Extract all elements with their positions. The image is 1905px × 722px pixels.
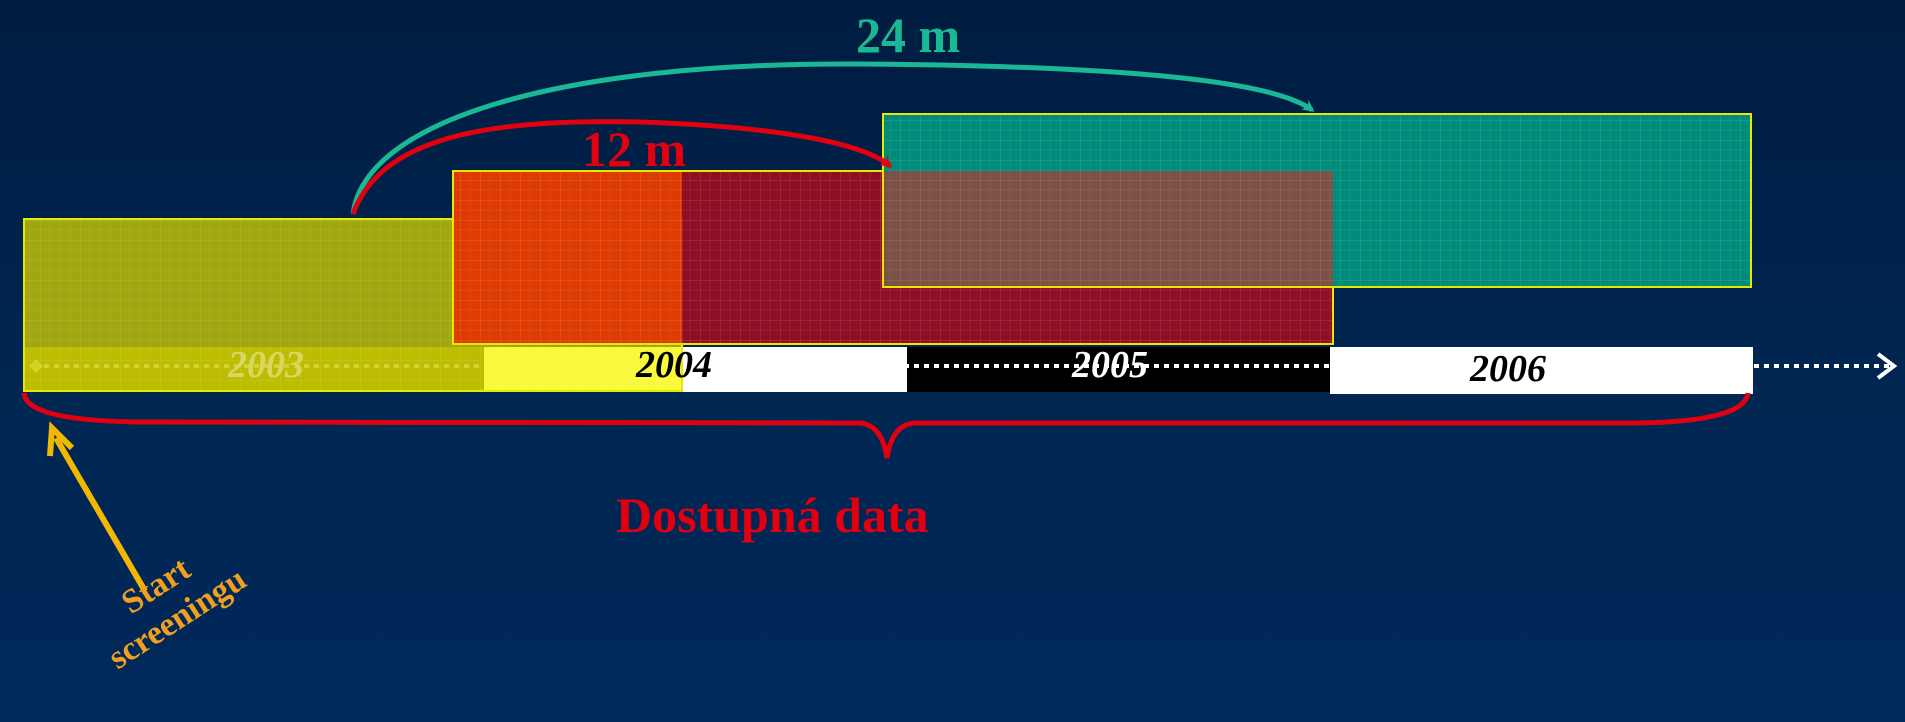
year-label-2006: 2006 (1470, 348, 1546, 390)
year-label-2005: 2005 (1072, 344, 1148, 386)
interval-label-24m: 24 m (856, 7, 961, 63)
year-band-2005 (907, 347, 1330, 392)
arrow-up-left-icon (47, 421, 148, 593)
interval-label-12m: 12 m (582, 121, 687, 177)
year-label-2003: 2003 (228, 344, 304, 386)
interval-arrow-24m (350, 61, 1315, 215)
year-band-2006 (1330, 347, 1753, 394)
year-label-2004: 2004 (636, 344, 712, 386)
curly-brace-icon (21, 392, 1751, 459)
teal-window (882, 113, 1752, 288)
interval-arrow-12m (350, 119, 893, 215)
arrow-right-icon (1876, 352, 1898, 380)
available-data-label: Dostupná data (616, 487, 929, 543)
